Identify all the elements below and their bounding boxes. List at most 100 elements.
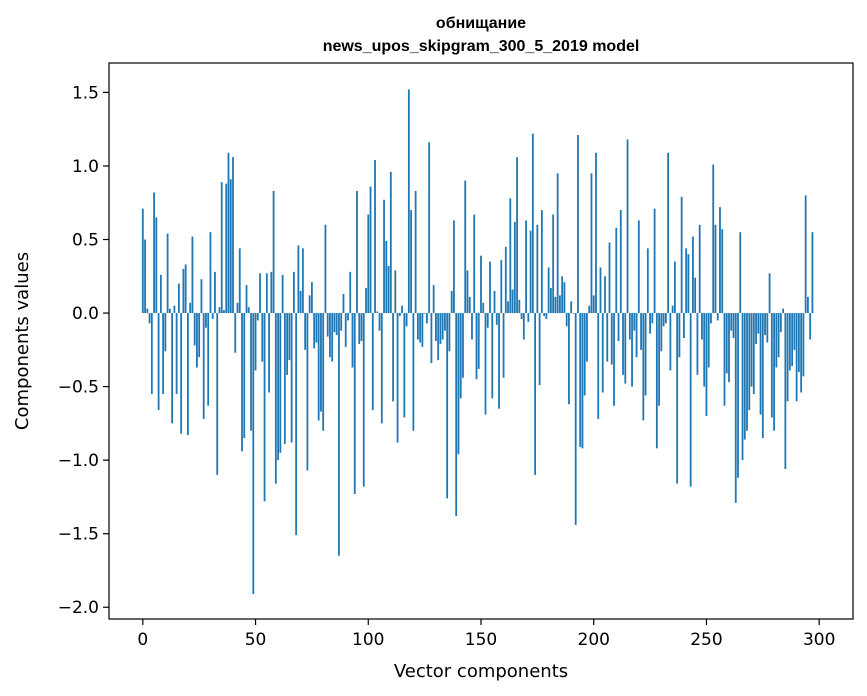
bar — [755, 313, 757, 344]
bar — [788, 313, 791, 371]
bar — [759, 313, 762, 415]
bar — [509, 198, 512, 314]
bar — [211, 313, 214, 319]
bar — [475, 313, 478, 380]
bar — [574, 313, 577, 525]
bar — [525, 220, 527, 314]
bar — [432, 285, 435, 314]
bar — [268, 313, 270, 393]
bar — [410, 210, 413, 314]
bar — [750, 313, 753, 387]
bar — [283, 313, 286, 444]
bar — [764, 313, 766, 336]
bar — [333, 313, 336, 333]
bar — [680, 196, 683, 314]
bar — [604, 276, 606, 314]
bar — [577, 135, 579, 314]
bar — [570, 301, 573, 314]
bar — [329, 313, 331, 358]
bar — [545, 313, 548, 319]
bar — [606, 313, 609, 362]
bar — [243, 313, 246, 439]
bar — [383, 199, 385, 314]
bar — [529, 230, 532, 314]
bar — [259, 273, 261, 314]
bar — [446, 313, 449, 499]
y-tick-label: −1.5 — [58, 525, 99, 545]
bar — [563, 282, 566, 314]
bar — [683, 313, 685, 339]
bar — [430, 313, 433, 364]
bar — [362, 313, 365, 487]
bar — [601, 313, 604, 393]
bar — [655, 313, 658, 449]
bar — [326, 313, 329, 337]
bar — [513, 221, 516, 314]
bar — [482, 302, 485, 314]
bar — [793, 313, 796, 350]
bar — [322, 313, 325, 431]
bar — [392, 313, 394, 402]
x-tick-label: 50 — [245, 630, 267, 650]
bar — [182, 268, 185, 314]
bar — [437, 313, 440, 361]
bar — [356, 190, 358, 314]
bar — [216, 313, 219, 475]
bar — [455, 313, 458, 517]
bar — [498, 313, 500, 409]
bar — [184, 264, 187, 314]
bar — [770, 313, 773, 418]
bar — [241, 313, 243, 452]
bar — [595, 152, 597, 314]
bar — [168, 308, 171, 314]
bar — [317, 313, 320, 421]
bar — [536, 224, 539, 314]
y-tick-label: −1.0 — [58, 451, 99, 471]
bar — [637, 220, 640, 314]
bar — [311, 282, 313, 314]
bar — [277, 313, 279, 461]
bar — [416, 313, 419, 340]
bar — [202, 313, 205, 419]
bar — [559, 295, 561, 314]
bar — [245, 285, 248, 314]
bar — [299, 290, 302, 314]
bar — [148, 313, 151, 324]
bar — [471, 313, 473, 340]
bar — [144, 239, 146, 314]
bar — [572, 313, 575, 314]
bar — [689, 313, 692, 487]
bar — [371, 313, 374, 411]
bar — [232, 157, 234, 314]
bar — [698, 224, 701, 314]
bar — [554, 296, 557, 314]
bar — [761, 313, 764, 439]
chart-title: обнищание — [436, 15, 526, 32]
bar — [367, 214, 370, 314]
bar — [617, 313, 620, 341]
bar — [511, 289, 514, 314]
y-tick-label: 1.5 — [72, 83, 99, 103]
bar — [549, 288, 552, 314]
bar — [748, 313, 751, 411]
bar — [407, 89, 410, 314]
bar — [728, 313, 730, 383]
bar — [531, 133, 534, 314]
bar — [313, 313, 316, 349]
bar — [676, 313, 679, 484]
bar — [507, 301, 509, 314]
bar — [565, 313, 568, 327]
bar — [146, 308, 149, 314]
bar — [177, 283, 180, 314]
bar — [153, 192, 155, 314]
bar — [193, 313, 196, 346]
bar — [671, 305, 674, 314]
bar — [538, 313, 541, 386]
bar — [782, 308, 785, 314]
bar — [340, 313, 343, 331]
bar — [642, 313, 645, 421]
bar — [229, 179, 232, 314]
bar — [236, 302, 239, 314]
bar — [414, 190, 417, 314]
bar — [295, 313, 298, 536]
